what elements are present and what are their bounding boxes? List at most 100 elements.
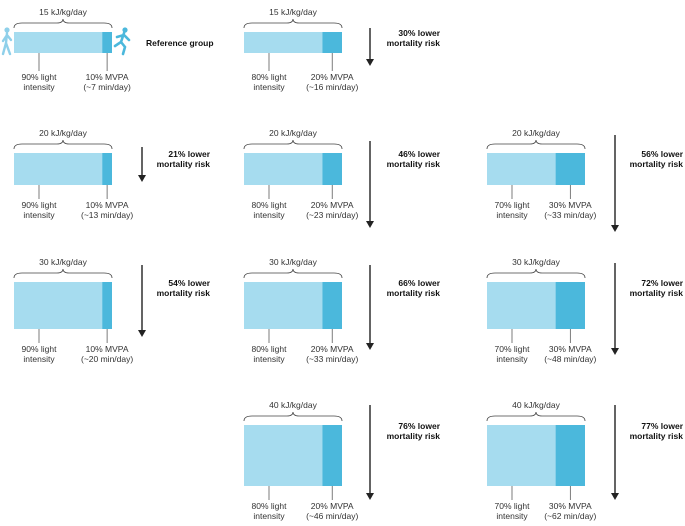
mvpa-minutes-label: (~33 min/day) [306, 354, 358, 364]
mvpa-minutes-label: (~7 min/day) [83, 82, 131, 92]
mvpa-percent-label: 30% MVPA [549, 200, 592, 210]
risk-label: mortality risk [157, 288, 211, 298]
light-intensity-label: intensity [496, 511, 528, 521]
light-percent-label: 90% light [22, 200, 58, 210]
risk-label: mortality risk [157, 159, 211, 169]
energy-brace [13, 268, 113, 279]
mvpa-bar [322, 425, 342, 486]
light-percent-label: 70% light [495, 200, 531, 210]
risk-label: mortality risk [387, 288, 441, 298]
runner-head [122, 27, 128, 33]
light-percent-label: 80% light [252, 200, 288, 210]
light-intensity-label: intensity [23, 210, 55, 220]
risk-reduction-label: 46% lower [398, 149, 440, 159]
mvpa-percent-label: 10% MVPA [86, 200, 129, 210]
risk-reduction-label: 77% lower [641, 421, 683, 431]
light-intensity-bar [14, 282, 103, 329]
risk-reduction-label: 66% lower [398, 278, 440, 288]
mvpa-percent-label: 20% MVPA [311, 200, 354, 210]
mvpa-percent-label: 20% MVPA [311, 501, 354, 511]
light-percent-label: 80% light [252, 501, 288, 511]
risk-label: mortality risk [387, 159, 441, 169]
risk-reduction-label: 21% lower [168, 149, 210, 159]
energy-label: 30 kJ/kg/day [512, 257, 560, 267]
down-arrow-icon [366, 493, 374, 500]
light-intensity-label: intensity [253, 354, 285, 364]
down-arrow-icon [138, 330, 146, 337]
light-percent-label: 70% light [495, 344, 531, 354]
risk-label: mortality risk [630, 288, 684, 298]
mvpa-bar [102, 282, 112, 329]
mvpa-percent-label: 10% MVPA [86, 72, 129, 82]
risk-label: mortality risk [387, 38, 441, 48]
light-percent-label: 90% light [22, 344, 58, 354]
energy-label: 15 kJ/kg/day [269, 7, 317, 17]
energy-label: 20 kJ/kg/day [512, 128, 560, 138]
mvpa-percent-label: 20% MVPA [311, 72, 354, 82]
risk-label: mortality risk [387, 431, 441, 441]
light-intensity-bar [244, 32, 323, 53]
light-percent-label: 80% light [252, 72, 288, 82]
mvpa-bar [322, 32, 342, 53]
energy-brace [486, 411, 586, 422]
light-intensity-label: intensity [253, 82, 285, 92]
light-intensity-bar [14, 32, 103, 53]
energy-label: 20 kJ/kg/day [39, 128, 87, 138]
mvpa-bar [322, 153, 342, 185]
risk-reduction-label: 56% lower [641, 149, 683, 159]
energy-brace [486, 268, 586, 279]
down-arrow-icon [366, 59, 374, 66]
mvpa-minutes-label: (~62 min/day) [544, 511, 596, 521]
light-percent-label: 90% light [22, 72, 58, 82]
light-intensity-label: intensity [23, 354, 55, 364]
walker-body [1, 31, 13, 56]
energy-brace [243, 139, 343, 150]
risk-reduction-label: 72% lower [641, 278, 683, 288]
light-intensity-label: intensity [496, 354, 528, 364]
energy-brace [243, 411, 343, 422]
mvpa-minutes-label: (~20 min/day) [81, 354, 133, 364]
running-person-icon [113, 27, 131, 56]
risk-label: mortality risk [630, 159, 684, 169]
energy-brace [486, 139, 586, 150]
down-arrow-icon [138, 175, 146, 182]
mvpa-minutes-label: (~33 min/day) [544, 210, 596, 220]
light-intensity-label: intensity [253, 210, 285, 220]
light-intensity-bar [487, 153, 556, 185]
down-arrow-icon [366, 221, 374, 228]
mvpa-bar [555, 282, 585, 329]
light-intensity-bar [244, 282, 323, 329]
down-arrow-icon [611, 225, 619, 232]
light-intensity-label: intensity [253, 511, 285, 521]
mvpa-bar [102, 153, 112, 185]
energy-label: 30 kJ/kg/day [39, 257, 87, 267]
light-intensity-label: intensity [496, 210, 528, 220]
down-arrow-icon [611, 493, 619, 500]
mvpa-minutes-label: (~48 min/day) [544, 354, 596, 364]
light-percent-label: 80% light [252, 344, 288, 354]
mvpa-percent-label: 30% MVPA [549, 501, 592, 511]
risk-reduction-label: 54% lower [168, 278, 210, 288]
runner-body [113, 31, 131, 56]
walking-person-icon [1, 27, 13, 56]
energy-label: 30 kJ/kg/day [269, 257, 317, 267]
energy-brace [243, 268, 343, 279]
light-intensity-bar [244, 425, 323, 486]
light-intensity-bar [244, 153, 323, 185]
mvpa-percent-label: 30% MVPA [549, 344, 592, 354]
light-intensity-bar [14, 153, 103, 185]
energy-brace [13, 18, 113, 29]
mvpa-minutes-label: (~23 min/day) [306, 210, 358, 220]
energy-label: 15 kJ/kg/day [39, 7, 87, 17]
mvpa-percent-label: 10% MVPA [86, 344, 129, 354]
energy-label: 40 kJ/kg/day [512, 400, 560, 410]
mvpa-bar [322, 282, 342, 329]
